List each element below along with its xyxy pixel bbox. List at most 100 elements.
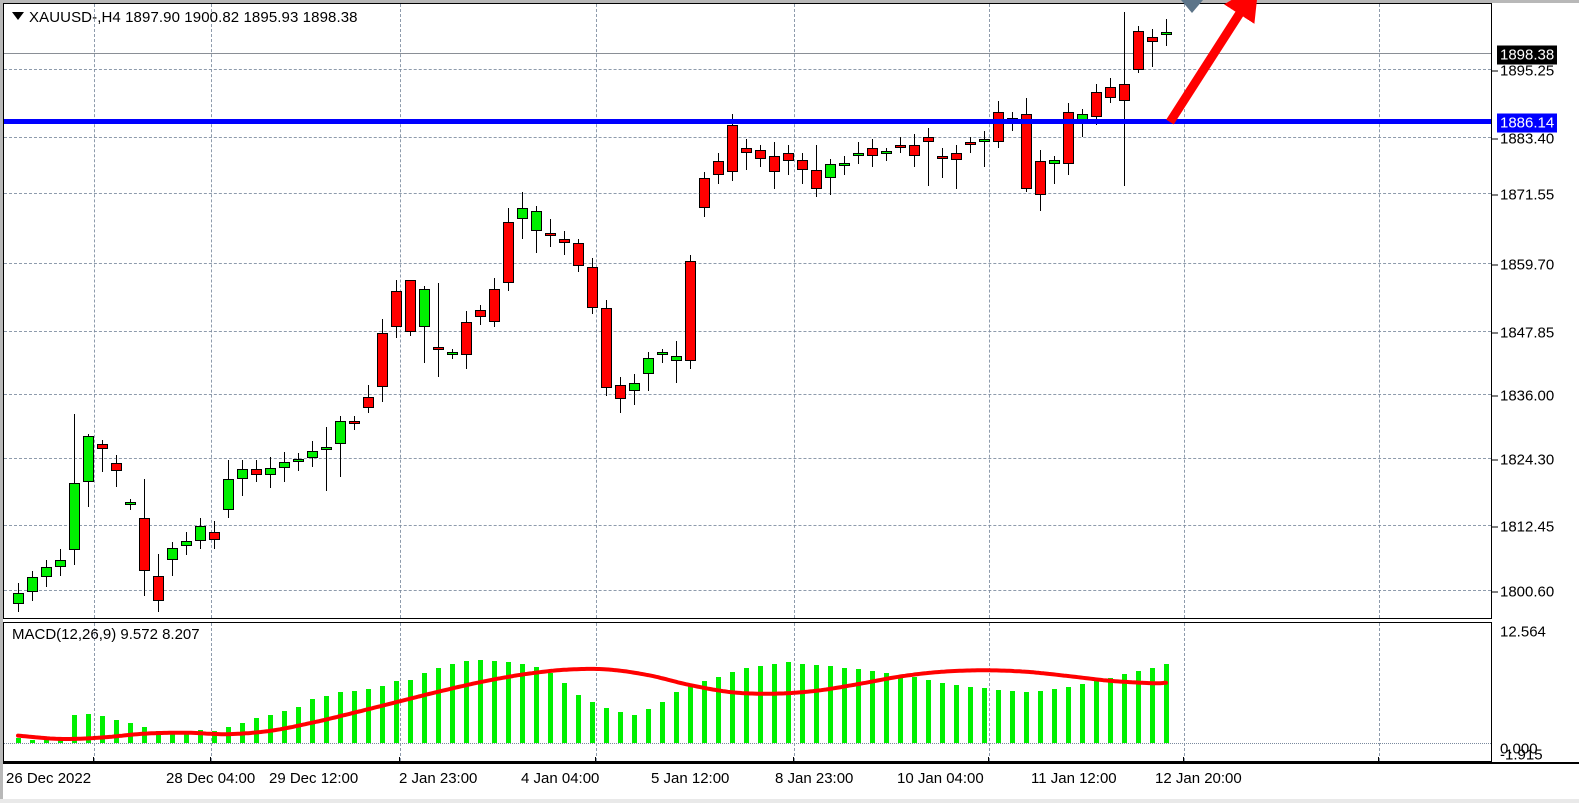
time-tick-mark: [210, 757, 211, 764]
macd-histogram-bar: [1164, 664, 1169, 743]
gridline-horizontal: [4, 263, 1491, 264]
time-axis-tick: 2 Jan 23:00: [399, 770, 478, 787]
candle-bearish: [559, 238, 570, 244]
candle-bullish: [279, 461, 290, 469]
macd-histogram-bar: [1010, 690, 1015, 743]
macd-histogram-bar: [86, 714, 91, 743]
price-axis-tick: 1800.60: [1500, 583, 1555, 601]
candle-bullish: [181, 540, 192, 546]
macd-histogram-bar: [352, 690, 357, 743]
gridline-vertical: [400, 623, 401, 761]
triangle-down-icon[interactable]: [12, 12, 24, 20]
macd-axis-tick: -1.915: [1500, 746, 1543, 764]
macd-histogram-bar: [534, 666, 539, 743]
price-axis-tick: 1812.45: [1500, 518, 1555, 536]
macd-histogram-bar: [912, 677, 917, 743]
gridline-vertical: [1379, 4, 1380, 618]
macd-histogram-bar: [688, 686, 693, 743]
macd-histogram-bar: [506, 662, 511, 743]
candle-bullish: [41, 567, 52, 578]
macd-histogram-bar: [758, 666, 763, 743]
candle-bullish: [223, 479, 234, 510]
candle-bullish: [1161, 31, 1172, 35]
gridline-vertical: [794, 4, 795, 618]
candle-wick: [844, 155, 845, 176]
window-frame-left: [0, 0, 3, 803]
candle-bearish: [1091, 92, 1102, 118]
candle-bearish: [1105, 86, 1116, 98]
macd-histogram-bar: [114, 719, 119, 743]
horizontal-level-line[interactable]: [4, 119, 1491, 124]
gridline-horizontal: [4, 394, 1491, 395]
macd-histogram-bar: [268, 714, 273, 743]
current-price-label[interactable]: 1898.38: [1497, 45, 1558, 65]
macd-histogram-bar: [576, 694, 581, 743]
window-frame-top: [0, 0, 1579, 3]
price-axis-tick: 1871.55: [1500, 186, 1555, 204]
price-axis-tick: 1883.40: [1500, 130, 1555, 148]
time-axis-tick: 28 Dec 04:00: [166, 770, 256, 787]
macd-histogram-bar: [422, 672, 427, 743]
time-axis-tick: 4 Jan 04:00: [521, 770, 600, 787]
level-price-label[interactable]: 1886.14: [1497, 113, 1558, 133]
macd-histogram-bar: [1108, 677, 1113, 743]
macd-histogram-bar: [450, 664, 455, 743]
macd-histogram-bar: [898, 675, 903, 743]
gridline-vertical: [94, 623, 95, 761]
time-axis[interactable]: 26 Dec 2022 28 Dec 04:00 29 Dec 12:00 2 Jan…: [3, 757, 1579, 799]
gridline-horizontal: [4, 193, 1491, 194]
gridline-horizontal: [4, 590, 1491, 591]
price-axis-tick: 1859.70: [1500, 256, 1555, 274]
candle-bearish: [993, 111, 1004, 143]
candle-bearish: [1147, 36, 1158, 43]
candle-bearish: [965, 142, 976, 146]
macd-histogram-bar: [618, 711, 623, 743]
candle-bearish: [489, 288, 500, 322]
candle-bearish: [1021, 114, 1032, 190]
macd-histogram-bar: [660, 702, 665, 743]
gridline-vertical: [1184, 4, 1185, 618]
time-axis-tick: 26 Dec 2022: [6, 770, 92, 787]
macd-histogram-bar: [100, 715, 105, 743]
time-axis-tick: 11 Jan 12:00: [1031, 770, 1117, 787]
macd-legend-text: MACD(12,26,9) 9.572 8.207: [12, 626, 200, 643]
price-tick-mark: [1492, 526, 1498, 528]
macd-indicator-pane[interactable]: MACD(12,26,9) 9.572 8.207: [3, 622, 1492, 762]
macd-histogram-bar: [198, 729, 203, 743]
candle-bullish: [307, 451, 318, 458]
candle-bearish: [699, 178, 710, 209]
candle-bullish: [293, 459, 304, 462]
price-chart-pane[interactable]: XAUUSD-,H4 1897.90 1900.82 1895.93 1898.…: [3, 3, 1492, 619]
candle-bullish: [517, 208, 528, 220]
candle-bullish: [531, 211, 542, 231]
candle-bearish: [923, 136, 934, 143]
gridline-vertical: [596, 4, 597, 618]
macd-histogram-bar: [520, 664, 525, 743]
candle-wick: [676, 341, 677, 383]
macd-histogram-bar: [184, 731, 189, 743]
gridline-vertical: [94, 4, 95, 618]
macd-histogram-bar: [1066, 686, 1071, 743]
time-axis-tick: 12 Jan 20:00: [1155, 770, 1242, 787]
candle-bullish: [643, 357, 654, 375]
macd-histogram-bar: [1094, 681, 1099, 743]
candle-bearish: [461, 321, 472, 356]
time-tick-mark: [93, 757, 94, 764]
down-triangle-marker[interactable]: [1181, 0, 1203, 13]
price-tick-mark: [1492, 264, 1498, 266]
candle-bullish: [265, 468, 276, 476]
macd-histogram-bar: [982, 688, 987, 743]
macd-histogram-bar: [1150, 667, 1155, 743]
macd-histogram-bar: [842, 667, 847, 743]
price-axis-tick: 1824.30: [1500, 451, 1555, 469]
price-axis[interactable]: 1898.38 1895.25 1886.14 1883.40 1871.55 1859.…: [1492, 3, 1579, 764]
macd-histogram-bar: [646, 708, 651, 743]
candle-bullish: [195, 526, 206, 541]
macd-histogram-bar: [380, 686, 385, 743]
gridline-vertical: [596, 623, 597, 761]
candle-bearish: [503, 222, 514, 284]
time-tick-mark: [988, 757, 989, 764]
macd-histogram-bar: [72, 714, 77, 743]
macd-histogram-bar: [716, 676, 721, 743]
time-tick-mark: [1378, 757, 1379, 764]
